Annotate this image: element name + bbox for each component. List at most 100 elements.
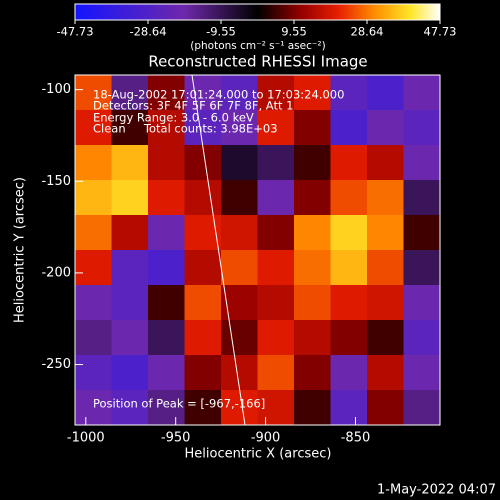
heatmap-cell <box>184 390 222 425</box>
heatmap-cell <box>330 250 368 286</box>
heatmap-cell <box>367 390 404 425</box>
heatmap-cell <box>148 145 185 181</box>
heatmap-cell <box>403 215 440 251</box>
heatmap-cell <box>75 75 112 111</box>
heatmap-cell <box>367 215 404 251</box>
heatmap-cell <box>184 320 222 356</box>
heatmap-cell <box>221 250 258 286</box>
heatmap-cell <box>148 320 185 356</box>
x-tick-label: -900 <box>251 431 281 446</box>
heatmap-cell <box>403 390 440 425</box>
heatmap-cell <box>257 75 295 111</box>
heatmap-cell <box>184 215 222 251</box>
heatmap-cell <box>294 75 331 111</box>
x-tick-label: -850 <box>341 431 371 446</box>
y-axis-label: Heliocentric Y (arcsec) <box>13 177 28 323</box>
colorbar-label: (photons cm⁻² s⁻¹ asec⁻²) <box>190 40 325 52</box>
heatmap-cell <box>330 215 368 251</box>
x-tick-label: -1000 <box>67 431 105 446</box>
heatmap-cell <box>294 215 331 251</box>
heatmap-cell <box>75 145 112 181</box>
heatmap-cell <box>75 250 112 286</box>
colorbar-tick-label: 47.73 <box>424 25 457 39</box>
heatmap-cell <box>221 180 258 216</box>
heatmap-cell <box>184 285 222 321</box>
colorbar-tick-label: -28.64 <box>129 25 166 39</box>
heatmap-cell <box>75 180 112 216</box>
heatmap-cell <box>111 390 149 425</box>
heatmap-cell <box>221 75 258 111</box>
heatmap-cell <box>75 285 112 321</box>
heatmap-cell <box>148 285 185 321</box>
heatmap-cell <box>75 320 112 356</box>
heatmap-cell <box>148 355 185 391</box>
heatmap-cell <box>221 110 258 146</box>
heatmap-cell <box>111 110 149 146</box>
heatmap-cell <box>257 285 295 321</box>
heatmap-cell <box>148 110 185 146</box>
colorbar-tick-label: -47.73 <box>56 25 93 39</box>
heatmap-cell <box>75 390 112 425</box>
heatmap-cell <box>148 390 185 425</box>
heatmap-cell <box>184 180 222 216</box>
heatmap-cell <box>221 285 258 321</box>
y-tick-label: -150 <box>41 174 71 189</box>
heatmap-cell <box>294 110 331 146</box>
heatmap-cell <box>257 250 295 286</box>
heatmap-cell <box>367 75 404 111</box>
heatmap-cell <box>330 75 368 111</box>
heatmap-cell <box>367 320 404 356</box>
y-tick-label: -100 <box>41 82 71 97</box>
heatmap-cell <box>148 180 185 216</box>
colorbar-tick-label: 9.55 <box>281 25 307 39</box>
heatmap-cell <box>330 285 368 321</box>
heatmap-cell <box>294 320 331 356</box>
heatmap-cell <box>403 285 440 321</box>
annotation: 18-Aug-2002 17:01:24.000 to 17:03:24.000 <box>93 88 344 102</box>
colorbar <box>74 3 441 21</box>
colorbar-tick-label: 28.64 <box>351 25 384 39</box>
heatmap-cell <box>403 180 440 216</box>
colorbar-tick-label: -9.55 <box>206 25 236 39</box>
heatmap-cell <box>330 110 368 146</box>
heatmap-cell <box>294 180 331 216</box>
heatmap-cell <box>367 355 404 391</box>
heatmap-cell <box>221 355 258 391</box>
heatmap-cell <box>294 355 331 391</box>
heatmap-cell <box>367 250 404 286</box>
annotation: Detectors: 3F 4F 5F 6F 7F 8F, Att 1 <box>93 99 293 113</box>
heatmap-cell <box>111 145 149 181</box>
solar-limb <box>191 74 246 426</box>
heatmap-cell <box>257 215 295 251</box>
y-tick-label: -250 <box>41 357 71 372</box>
heatmap-cell <box>367 285 404 321</box>
annotation: Clean Total counts: 3.98E+03 <box>93 122 278 136</box>
heatmap-cell <box>294 145 331 181</box>
heatmap-cell <box>257 320 295 356</box>
heatmap-cell <box>330 145 368 181</box>
heatmap-cell <box>184 110 222 146</box>
heatmap-cell <box>221 145 258 181</box>
x-axis-label: Heliocentric X (arcsec) <box>185 447 332 462</box>
x-tick-label: -950 <box>161 431 191 446</box>
heatmap-cell <box>330 390 368 425</box>
heatmap-cell <box>257 390 295 425</box>
heatmap-cell <box>330 320 368 356</box>
heatmap-cell <box>294 285 331 321</box>
heatmap-cell <box>330 355 368 391</box>
heatmap-cell <box>148 250 185 286</box>
heatmap-cell <box>403 355 440 391</box>
heatmap-cell <box>367 145 404 181</box>
heatmap <box>75 75 440 425</box>
heatmap-cell <box>111 75 149 111</box>
heatmap-cell <box>111 355 149 391</box>
heatmap-cell <box>75 110 112 146</box>
heatmap-cell <box>75 215 112 251</box>
heatmap-cell <box>257 355 295 391</box>
heatmap-cell <box>330 180 368 216</box>
heatmap-cell <box>148 75 185 111</box>
heatmap-cell <box>75 355 112 391</box>
heatmap-cell <box>294 390 331 425</box>
heatmap-cell <box>111 285 149 321</box>
